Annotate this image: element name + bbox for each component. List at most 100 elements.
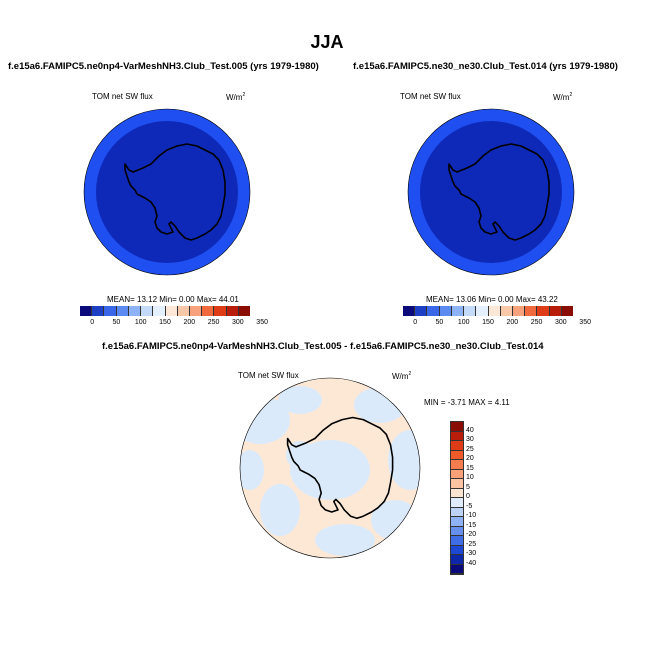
colorbar-swatch bbox=[451, 498, 463, 508]
colorbar-tick-label: 100 bbox=[457, 319, 470, 326]
colorbar-tick-label: 15 bbox=[466, 464, 474, 472]
diff-variable: TOM net SW flux bbox=[238, 371, 299, 380]
colorbar-tick-label: -30 bbox=[466, 550, 477, 557]
colorbar-swatch bbox=[451, 431, 463, 441]
colorbar-tick-label: 150 bbox=[159, 319, 171, 326]
diff-negative-region bbox=[388, 430, 420, 490]
colorbar-swatch bbox=[451, 306, 465, 316]
colorbar-swatch bbox=[415, 306, 428, 316]
colorbar-tick-label: 100 bbox=[134, 319, 147, 326]
case2-stats: MEAN= 13.06 Min= 0.00 Max= 43.22 bbox=[426, 295, 558, 304]
colorbar-swatch bbox=[525, 306, 538, 316]
colorbar-swatch bbox=[104, 306, 117, 316]
colorbar-swatch bbox=[451, 479, 463, 489]
colorbar-swatch bbox=[451, 507, 463, 517]
colorbar-swatch bbox=[214, 306, 227, 316]
colorbar-swatch bbox=[451, 488, 463, 498]
colorbar-swatch bbox=[561, 306, 574, 316]
colorbar-tick-label: 40 bbox=[466, 426, 474, 434]
colorbar-swatch bbox=[153, 306, 166, 316]
diff-negative-region bbox=[278, 386, 322, 414]
colorbar-swatch bbox=[128, 306, 142, 316]
colorbar-tick-label: -15 bbox=[466, 521, 477, 529]
colorbar-swatch bbox=[451, 545, 463, 555]
colorbar-swatch bbox=[92, 306, 105, 316]
colorbar-tick-label: 20 bbox=[466, 455, 474, 462]
case1-units: W/m2 bbox=[226, 92, 246, 102]
colorbar-tick-label: -10 bbox=[466, 512, 477, 519]
colorbar-swatch bbox=[537, 306, 550, 316]
colorbar-swatch bbox=[500, 306, 513, 316]
colorbar-tick-label: 5 bbox=[466, 483, 470, 491]
colorbar-tick-label: -20 bbox=[466, 531, 477, 538]
colorbar-swatch bbox=[202, 306, 215, 316]
diff-title: f.e15a6.FAMIPC5.ne0np4-VarMeshNH3.Club_T… bbox=[102, 341, 544, 352]
diff-negative-region bbox=[286, 441, 314, 469]
colorbar-tick-label: 200 bbox=[506, 319, 519, 326]
colorbar-swatch bbox=[451, 441, 463, 451]
colorbar-tick-label: 50 bbox=[112, 319, 121, 326]
case2-title: f.e15a6.FAMIPC5.ne30_ne30.Club_Test.014 … bbox=[353, 61, 618, 72]
colorbar-swatch bbox=[512, 306, 526, 316]
colorbar-swatch bbox=[451, 564, 463, 574]
colorbar-tick-label: 10 bbox=[466, 474, 474, 481]
colorbar-swatch bbox=[141, 306, 154, 316]
colorbar-tick-label: 0 bbox=[90, 319, 95, 326]
colorbar-tick-label: 0 bbox=[413, 319, 418, 326]
colorbar-tick-label: 200 bbox=[183, 319, 196, 326]
colorbar-swatch bbox=[476, 306, 489, 316]
colorbar-swatch bbox=[451, 517, 463, 527]
colorbar-swatch bbox=[80, 306, 93, 316]
colorbar-swatch bbox=[451, 536, 463, 546]
colorbar-swatch bbox=[226, 306, 239, 316]
colorbar-tick-label: 250 bbox=[207, 319, 220, 326]
diff-colorbar-ticks: 40 30 25 20 15 10 5 0 -5 -10 -15 -20 -25 -30 -40 bbox=[466, 421, 496, 581]
case2-variable: TOM net SW flux bbox=[400, 92, 461, 101]
colorbar-swatch bbox=[451, 526, 463, 536]
colorbar-tick-label: -5 bbox=[466, 502, 473, 510]
colorbar-tick-label: 300 bbox=[555, 319, 567, 326]
colorbar-tick-label: -25 bbox=[466, 540, 477, 548]
case2-colorbar bbox=[403, 306, 574, 316]
case2-units: W/m2 bbox=[553, 92, 573, 102]
case2-colorbar-ticks: 0 50 100 150 200 250 300 350 bbox=[403, 319, 591, 329]
colorbar-tick-label: -40 bbox=[466, 559, 477, 567]
colorbar-swatch bbox=[116, 306, 129, 316]
colorbar-tick-label: 30 bbox=[466, 436, 474, 443]
colorbar-tick-label: 300 bbox=[232, 319, 244, 326]
diff-negative-region bbox=[315, 524, 375, 556]
colorbar-swatch bbox=[451, 422, 463, 432]
colorbar-tick-label: 25 bbox=[466, 445, 474, 453]
diff-units: W/m2 bbox=[392, 371, 412, 381]
colorbar-swatch bbox=[403, 306, 416, 316]
colorbar-swatch bbox=[427, 306, 440, 316]
colorbar-tick-label: 350 bbox=[579, 319, 591, 326]
diff-negative-region bbox=[240, 450, 264, 490]
colorbar-swatch bbox=[189, 306, 203, 316]
colorbar-swatch bbox=[238, 306, 251, 316]
diff-negative-region bbox=[260, 484, 300, 536]
case1-colorbar bbox=[80, 306, 251, 316]
colorbar-swatch bbox=[451, 460, 463, 470]
case1-stats: MEAN= 13.12 Min= 0.00 Max= 44.01 bbox=[107, 295, 239, 304]
case1-variable: TOM net SW flux bbox=[92, 92, 153, 101]
case1-colorbar-ticks: 0 50 100 150 200 250 300 350 bbox=[80, 319, 268, 329]
colorbar-swatch bbox=[451, 469, 463, 479]
colorbar-tick-label: 50 bbox=[435, 319, 444, 326]
colorbar-swatch bbox=[549, 306, 562, 316]
colorbar-swatch bbox=[165, 306, 178, 316]
diff-negative-region bbox=[354, 387, 406, 423]
diff-colorbar bbox=[450, 421, 464, 575]
colorbar-swatch bbox=[177, 306, 190, 316]
colorbar-tick-label: 350 bbox=[256, 319, 268, 326]
season-title: JJA bbox=[310, 32, 344, 52]
colorbar-tick-label: 0 bbox=[466, 493, 470, 500]
colorbar-swatch bbox=[464, 306, 477, 316]
colorbar-swatch bbox=[451, 450, 463, 460]
colorbar-swatch bbox=[439, 306, 452, 316]
diff-stats: MIN = -3.71 MAX = 4.11 bbox=[424, 398, 510, 407]
colorbar-tick-label: 150 bbox=[482, 319, 494, 326]
